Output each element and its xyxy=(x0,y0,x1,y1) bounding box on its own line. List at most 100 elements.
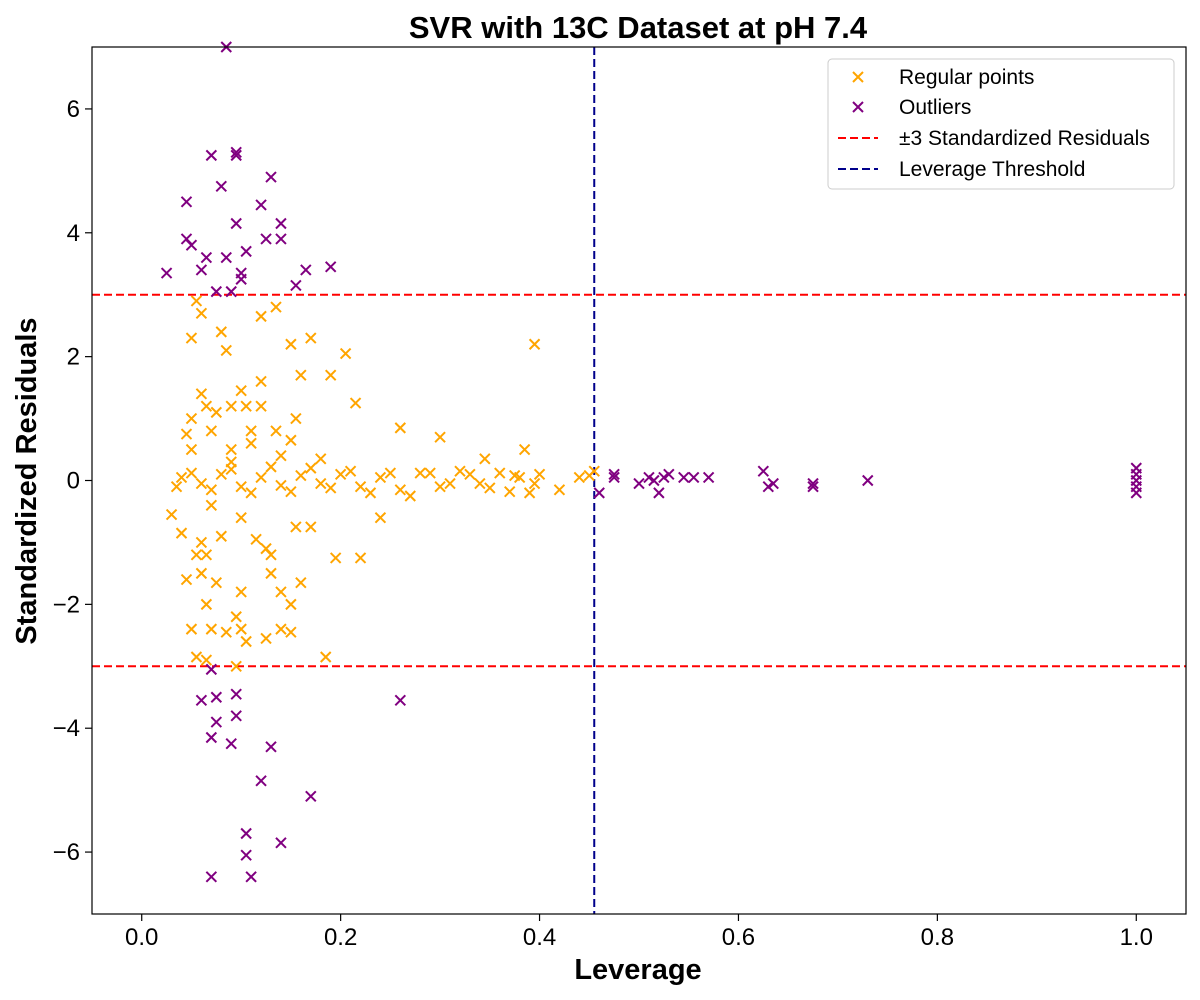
y-tick-label: 0 xyxy=(67,468,80,495)
data-point xyxy=(195,388,208,400)
legend-marker xyxy=(852,71,864,83)
data-point xyxy=(230,710,242,722)
data-point xyxy=(275,479,287,492)
data-point xyxy=(205,663,218,676)
data-point xyxy=(195,694,208,707)
data-point xyxy=(608,468,620,481)
data-point xyxy=(250,533,262,546)
data-point xyxy=(305,790,317,803)
data-point xyxy=(344,465,357,477)
data-point xyxy=(1130,487,1142,499)
data-point xyxy=(200,549,213,561)
data-point xyxy=(329,552,342,564)
data-point xyxy=(215,530,227,542)
data-point xyxy=(275,217,287,230)
data-point xyxy=(290,412,302,425)
data-point xyxy=(190,549,203,561)
data-point xyxy=(588,465,600,477)
y-axis-ticks: −6 −4 −2 0 2 4 6 xyxy=(53,96,92,866)
data-point xyxy=(633,477,645,490)
data-point xyxy=(185,467,198,479)
data-point xyxy=(185,443,198,456)
data-point xyxy=(324,482,337,494)
data-point xyxy=(180,428,193,440)
scatter-points xyxy=(160,41,1142,883)
data-point xyxy=(324,261,337,273)
data-point xyxy=(260,233,272,245)
data-point xyxy=(200,598,213,611)
data-point xyxy=(240,827,252,840)
data-point xyxy=(220,626,232,638)
data-point xyxy=(484,482,496,494)
data-point xyxy=(220,344,232,357)
legend-label: ±3 Standardized Residuals xyxy=(899,127,1150,150)
data-point xyxy=(518,443,531,456)
data-point xyxy=(324,369,337,381)
data-point xyxy=(663,468,675,481)
data-point xyxy=(434,431,446,443)
data-point xyxy=(648,474,660,487)
data-point xyxy=(862,474,874,487)
data-point xyxy=(165,508,178,521)
data-point xyxy=(220,251,232,264)
data-point xyxy=(225,737,237,750)
data-point xyxy=(245,487,257,499)
data-point xyxy=(240,400,252,412)
data-point xyxy=(230,149,242,162)
data-point xyxy=(687,471,700,484)
data-point xyxy=(608,471,620,484)
data-point xyxy=(349,397,362,409)
data-point xyxy=(190,295,203,307)
data-point xyxy=(180,196,193,208)
data-point xyxy=(230,217,242,230)
x-tick-label: 0.2 xyxy=(324,924,357,951)
data-point xyxy=(195,307,208,320)
y-axis-label: Standardized Residuals xyxy=(11,317,43,644)
data-point xyxy=(653,487,665,499)
data-point xyxy=(225,400,237,412)
series-outliers xyxy=(160,41,1142,883)
data-point xyxy=(265,741,277,753)
data-point xyxy=(285,434,297,446)
data-point xyxy=(270,425,282,437)
data-point xyxy=(285,598,297,611)
data-point xyxy=(767,477,779,490)
series-regular-points xyxy=(165,295,600,672)
data-point xyxy=(404,490,416,502)
data-point xyxy=(533,468,546,481)
data-point xyxy=(185,239,198,251)
y-tick-label: −6 xyxy=(53,839,80,866)
data-point xyxy=(305,332,317,344)
data-point xyxy=(523,487,536,499)
data-point xyxy=(175,527,188,539)
data-point xyxy=(255,400,267,412)
y-tick-label: 6 xyxy=(67,96,80,123)
data-point xyxy=(290,279,302,292)
legend-label: Outliers xyxy=(899,96,971,119)
data-point xyxy=(190,651,203,663)
data-point xyxy=(215,180,227,193)
data-point xyxy=(394,694,407,707)
data-point xyxy=(195,264,208,276)
data-point xyxy=(210,406,223,419)
data-point xyxy=(354,552,367,564)
x-tick-label: 0.6 xyxy=(722,924,755,951)
data-point xyxy=(474,477,486,490)
data-point xyxy=(235,273,247,285)
data-point xyxy=(200,400,213,412)
data-point xyxy=(265,171,277,183)
data-point xyxy=(285,626,297,638)
data-point xyxy=(255,199,267,211)
data-point xyxy=(245,871,257,883)
data-point xyxy=(424,467,436,479)
data-point xyxy=(210,285,223,298)
data-point xyxy=(265,567,277,580)
y-tick-label: 4 xyxy=(67,220,80,247)
data-point xyxy=(200,251,213,264)
data-point xyxy=(305,521,317,533)
data-point xyxy=(235,586,247,598)
data-point xyxy=(255,775,267,787)
data-point xyxy=(160,267,173,279)
data-point xyxy=(553,484,566,496)
